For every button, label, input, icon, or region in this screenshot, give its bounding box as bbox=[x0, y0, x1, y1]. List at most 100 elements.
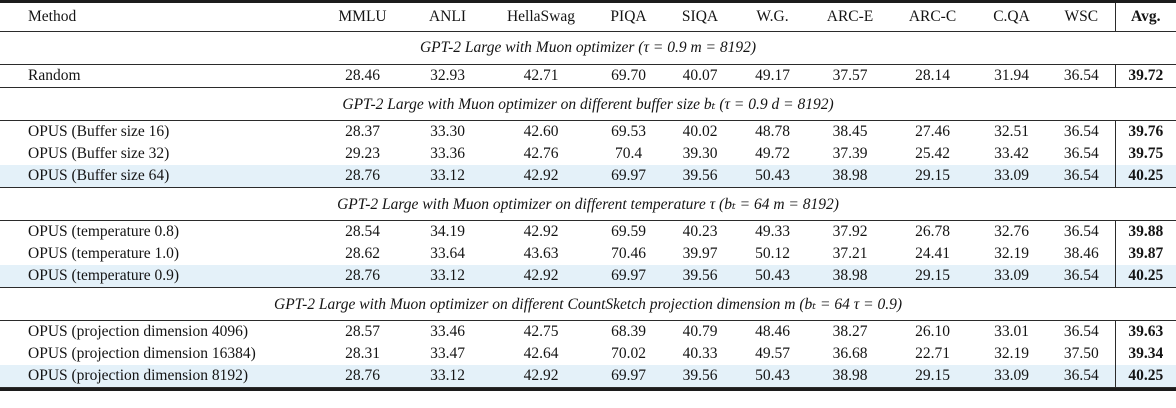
score-cell: 28.31 bbox=[345, 345, 380, 362]
column-header-row: Method MMLU ANLI HellaSwag PIQA SIQA W.G. ARC-E… bbox=[0, 0, 1176, 32]
score-cell: 69.59 bbox=[611, 223, 646, 240]
col-header-avg: Avg. bbox=[1114, 0, 1176, 32]
avg-cell: 39.72 bbox=[1114, 64, 1176, 88]
score-cell: 50.12 bbox=[755, 245, 790, 262]
score-cell: 33.64 bbox=[430, 245, 465, 262]
score-cell: 40.33 bbox=[682, 345, 718, 362]
table-row: OPUS (temperature 0.9) 28.76 33.12 42.92 69.… bbox=[0, 265, 1176, 288]
table-row: OPUS (Buffer size 16) 28.37 33.30 42.60 69.5… bbox=[0, 120, 1176, 143]
score-cell: 28.14 bbox=[890, 64, 975, 88]
score-cell: 33.36 bbox=[430, 145, 465, 162]
method-cell: OPUS (Buffer size 32) bbox=[28, 145, 170, 162]
method-cell: OPUS (temperature 0.9) bbox=[0, 265, 320, 288]
score-cell: 50.43 bbox=[735, 265, 810, 288]
avg-cell: 39.75 bbox=[1114, 143, 1176, 165]
score-cell: 69.97 bbox=[592, 365, 665, 388]
score-cell: 39.30 bbox=[682, 145, 718, 162]
score-cell: 42.64 bbox=[523, 345, 559, 362]
score-cell: 69.70 bbox=[592, 64, 665, 88]
score-cell: 28.62 bbox=[345, 245, 380, 262]
score-cell: 42.76 bbox=[523, 145, 559, 162]
score-cell: 39.56 bbox=[665, 365, 735, 388]
avg-cell: 40.25 bbox=[1114, 265, 1176, 288]
score-cell: 36.68 bbox=[832, 345, 868, 362]
score-cell: 37.50 bbox=[1063, 345, 1099, 362]
score-cell: 50.43 bbox=[735, 365, 810, 388]
score-cell: 29.15 bbox=[890, 265, 975, 288]
col-header-w-g: W.G. bbox=[735, 0, 810, 32]
method-cell: OPUS (projection dimension 16384) bbox=[28, 345, 256, 362]
score-cell: 43.63 bbox=[523, 245, 559, 262]
score-cell: 39.97 bbox=[682, 245, 718, 262]
score-cell: 48.78 bbox=[755, 123, 790, 140]
score-cell: 26.10 bbox=[915, 323, 950, 340]
score-cell: 33.12 bbox=[405, 165, 490, 188]
score-cell: 36.54 bbox=[1063, 323, 1099, 340]
col-header-arc-e: ARC-E bbox=[810, 0, 890, 32]
method-cell: OPUS (temperature 1.0) bbox=[28, 245, 180, 262]
method-cell: OPUS (Buffer size 16) bbox=[28, 123, 170, 140]
score-cell: 48.46 bbox=[755, 323, 790, 340]
score-cell: 39.56 bbox=[665, 265, 735, 288]
table-row: OPUS (projection dimension 16384) 28.31 33… bbox=[0, 343, 1176, 365]
score-cell: 70.4 bbox=[614, 145, 643, 162]
avg-cell: 39.63 bbox=[1114, 320, 1176, 343]
score-cell: 28.37 bbox=[345, 123, 380, 140]
score-cell: 37.21 bbox=[832, 245, 868, 262]
score-cell: 38.98 bbox=[810, 265, 890, 288]
score-cell: 36.54 bbox=[1063, 223, 1099, 240]
score-cell: 38.27 bbox=[832, 323, 868, 340]
score-cell: 49.33 bbox=[755, 223, 790, 240]
score-cell: 36.54 bbox=[1063, 123, 1099, 140]
score-cell: 28.46 bbox=[320, 64, 405, 88]
table-row: Random 28.46 32.93 42.71 69.70 40.07 49.17 37.5… bbox=[0, 64, 1176, 88]
score-cell: 25.42 bbox=[915, 145, 950, 162]
score-cell: 42.71 bbox=[490, 64, 592, 88]
score-cell: 29.23 bbox=[345, 145, 380, 162]
table-row: OPUS (projection dimension 4096) 28.57 33.… bbox=[0, 320, 1176, 343]
score-cell: 22.71 bbox=[915, 345, 950, 362]
score-cell: 33.30 bbox=[430, 123, 465, 140]
score-cell: 36.54 bbox=[1048, 265, 1115, 288]
score-cell: 68.39 bbox=[611, 323, 646, 340]
section-title: GPT-2 Large with Muon optimizer on diffe… bbox=[0, 287, 1176, 321]
method-cell: OPUS (temperature 0.8) bbox=[28, 223, 180, 240]
score-cell: 69.97 bbox=[592, 265, 665, 288]
avg-cell: 40.25 bbox=[1114, 165, 1176, 188]
section-title: GPT-2 Large with Muon optimizer (τ = 0.9… bbox=[0, 31, 1176, 65]
score-cell: 32.51 bbox=[994, 123, 1029, 140]
score-cell: 69.53 bbox=[611, 123, 646, 140]
score-cell: 33.09 bbox=[975, 265, 1048, 288]
avg-cell: 39.87 bbox=[1114, 243, 1176, 265]
table-row: OPUS (temperature 0.8) 28.54 34.19 42.92 69.… bbox=[0, 220, 1176, 243]
score-cell: 28.76 bbox=[320, 365, 405, 388]
score-cell: 36.54 bbox=[1048, 64, 1115, 88]
table-bottom-rule bbox=[0, 388, 1176, 391]
col-header-method: Method bbox=[0, 0, 320, 32]
score-cell: 42.92 bbox=[490, 265, 592, 288]
score-cell: 28.57 bbox=[345, 323, 380, 340]
score-cell: 29.15 bbox=[890, 365, 975, 388]
col-header-siqa: SIQA bbox=[665, 0, 735, 32]
col-header-mmlu: MMLU bbox=[320, 0, 405, 32]
section-header-row: GPT-2 Large with Muon optimizer (τ = 0.9… bbox=[0, 31, 1176, 65]
benchmark-results-table: Method MMLU ANLI HellaSwag PIQA SIQA W.G. ARC-E… bbox=[0, 0, 1176, 388]
score-cell: 33.42 bbox=[994, 145, 1029, 162]
score-cell: 38.98 bbox=[810, 165, 890, 188]
score-cell: 40.02 bbox=[682, 123, 718, 140]
score-cell: 37.57 bbox=[810, 64, 890, 88]
table-row: OPUS (Buffer size 32) 29.23 33.36 42.76 70.4… bbox=[0, 143, 1176, 165]
score-cell: 33.47 bbox=[430, 345, 465, 362]
score-cell: 42.92 bbox=[490, 165, 592, 188]
score-cell: 27.46 bbox=[915, 123, 950, 140]
score-cell: 50.43 bbox=[735, 165, 810, 188]
score-cell: 33.12 bbox=[405, 365, 490, 388]
score-cell: 38.46 bbox=[1063, 245, 1099, 262]
section-title: GPT-2 Large with Muon optimizer on diffe… bbox=[0, 87, 1176, 121]
score-cell: 70.02 bbox=[611, 345, 646, 362]
table-row: OPUS (temperature 1.0) 28.62 33.64 43.63 70.… bbox=[0, 243, 1176, 265]
score-cell: 29.15 bbox=[890, 165, 975, 188]
col-header-wsc: WSC bbox=[1048, 0, 1115, 32]
score-cell: 38.98 bbox=[810, 365, 890, 388]
score-cell: 49.72 bbox=[755, 145, 790, 162]
